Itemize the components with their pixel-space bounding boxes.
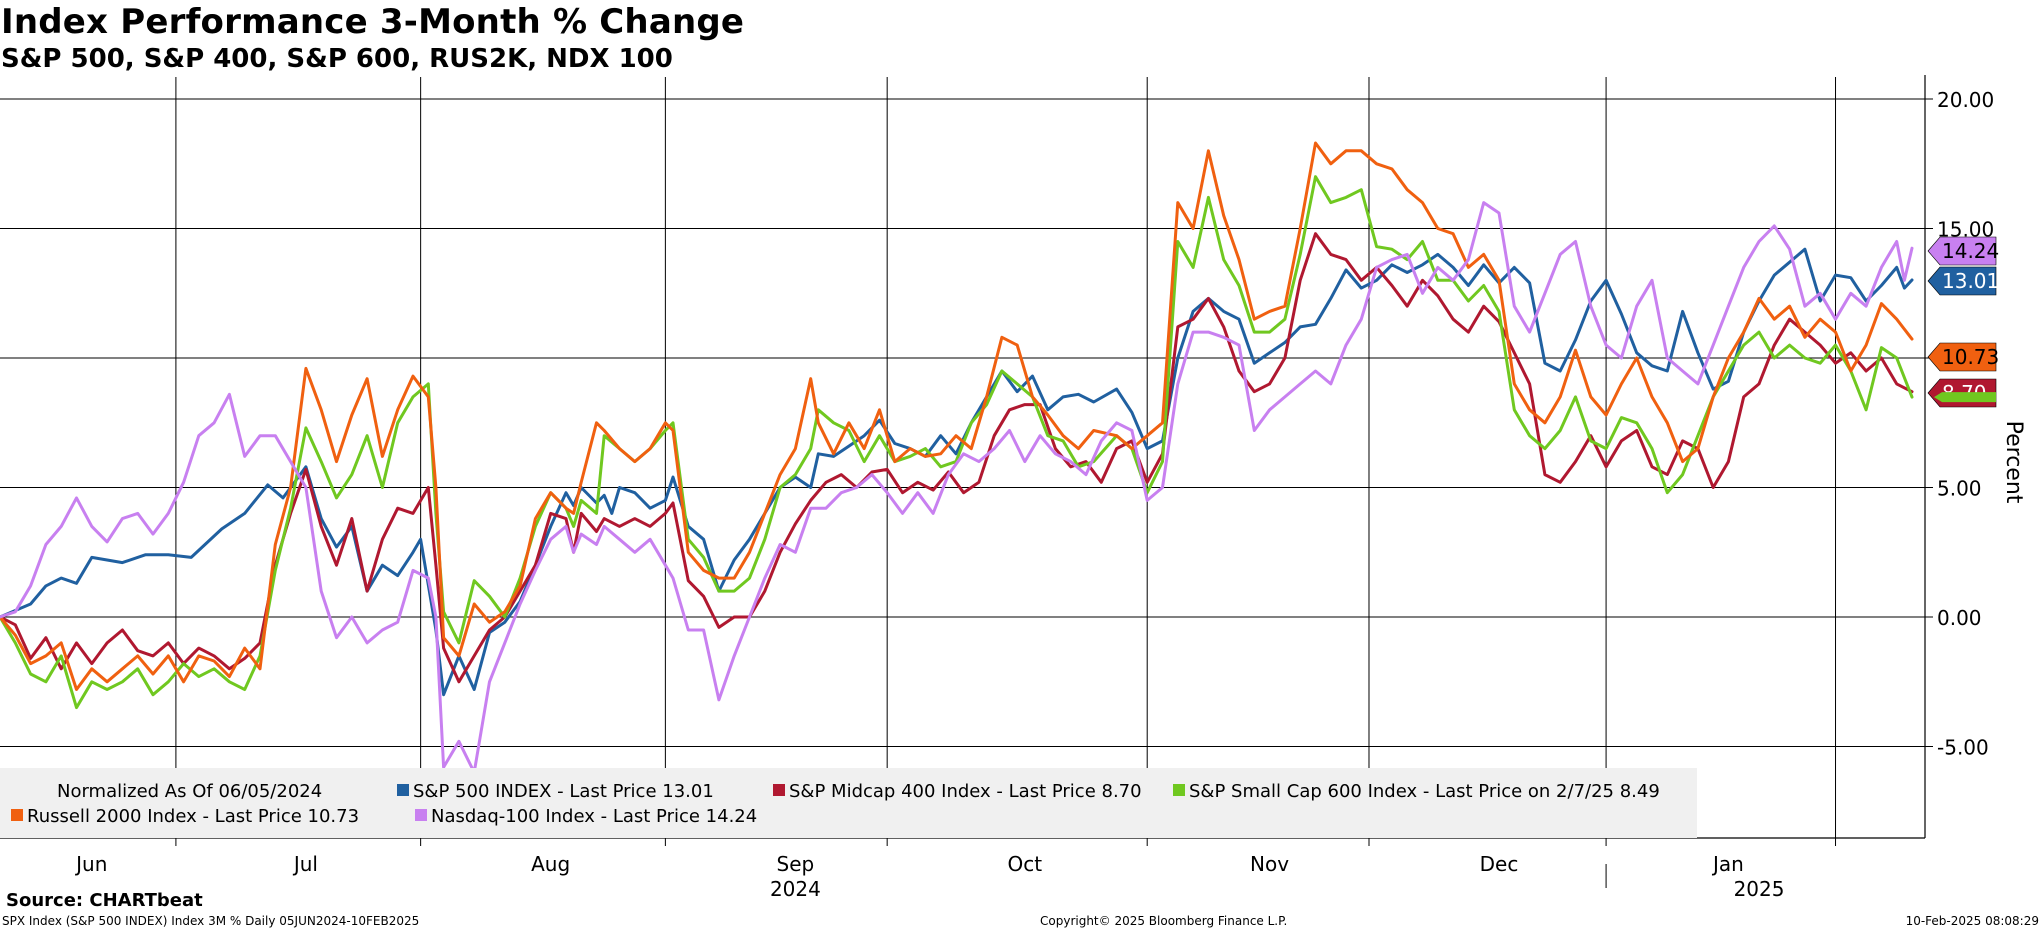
legend-swatch-small (1173, 784, 1185, 796)
y-tick-label: -5.00 (1937, 736, 1989, 760)
x-year-label: 2025 (1734, 877, 1785, 901)
x-tick-label: Jul (292, 852, 318, 876)
y-tick-label: 5.00 (1937, 477, 1982, 501)
source-note: Source: CHARTbeat (6, 890, 203, 911)
chart-subtitle: S&P 500, S&P 400, S&P 600, RUS2K, NDX 10… (1, 44, 673, 74)
y-axis-label: Percent (2001, 421, 2026, 504)
legend-entry-rus: Russell 2000 Index - Last Price 10.73 (27, 806, 359, 827)
legend-entry-small: S&P Small Cap 600 Index - Last Price on … (1189, 781, 1660, 802)
x-year-label: 2024 (770, 877, 821, 901)
legend-swatch-mid (773, 784, 785, 796)
x-tick-label: Dec (1480, 852, 1519, 876)
x-tick-label: Jan (1711, 852, 1744, 876)
last-value-label-spx: 13.01 (1942, 269, 1999, 293)
x-tick-label: Aug (531, 852, 570, 876)
chart-title: Index Performance 3-Month % Change (1, 2, 745, 42)
legend-entry-mid: S&P Midcap 400 Index - Last Price 8.70 (789, 781, 1142, 802)
x-tick-label: Jun (74, 852, 107, 876)
y-tick-label: 0.00 (1937, 606, 1982, 630)
legend-entry-spx: S&P 500 INDEX - Last Price 13.01 (413, 781, 714, 802)
legend-swatch-spx (397, 784, 409, 796)
last-value-label-rus: 10.73 (1942, 345, 1999, 369)
legend-swatch-rus (11, 809, 23, 821)
last-value-tag-small (1934, 392, 1996, 403)
series-line-small (0, 175, 1914, 710)
series-line-rus (0, 141, 1914, 691)
series-lines (0, 141, 1914, 774)
x-tick-label: Oct (1008, 852, 1043, 876)
x-tick-label: Nov (1250, 852, 1289, 876)
footer-copyright: Copyright© 2025 Bloomberg Finance L.P. (1040, 914, 1288, 928)
series-line-mid (0, 232, 1914, 684)
x-tick-label: Sep (777, 852, 815, 876)
legend: Normalized As Of 06/05/2024 S&P 500 INDEX… (0, 768, 1697, 838)
y-tick-label: 20.00 (1937, 88, 1994, 112)
footer-description: SPX Index (S&P 500 INDEX) Index 3M % Dai… (2, 914, 420, 928)
series-line-spx (0, 247, 1914, 697)
legend-box (0, 768, 1697, 838)
series-line-ndx (0, 201, 1914, 774)
last-value-tag-ndx (1927, 236, 1997, 266)
gridlines (0, 77, 1925, 838)
legend-swatch-ndx (415, 809, 427, 821)
legend-entry-ndx: Nasdaq-100 Index - Last Price 14.24 (431, 806, 757, 827)
last-value-tag-rus (1927, 342, 1997, 372)
legend-normalized-note: Normalized As Of 06/05/2024 (57, 781, 322, 802)
footer-timestamp: 10-Feb-2025 08:08:29 (1905, 914, 2039, 928)
last-value-label-ndx: 14.24 (1942, 239, 1999, 263)
last-value-tag-spx (1927, 266, 1997, 296)
